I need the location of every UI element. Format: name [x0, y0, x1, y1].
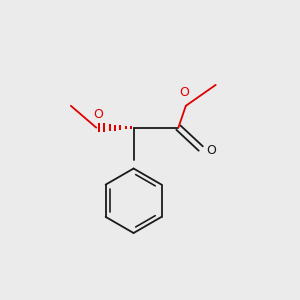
Text: O: O — [179, 86, 189, 99]
Text: O: O — [93, 108, 103, 121]
Text: O: O — [207, 143, 217, 157]
